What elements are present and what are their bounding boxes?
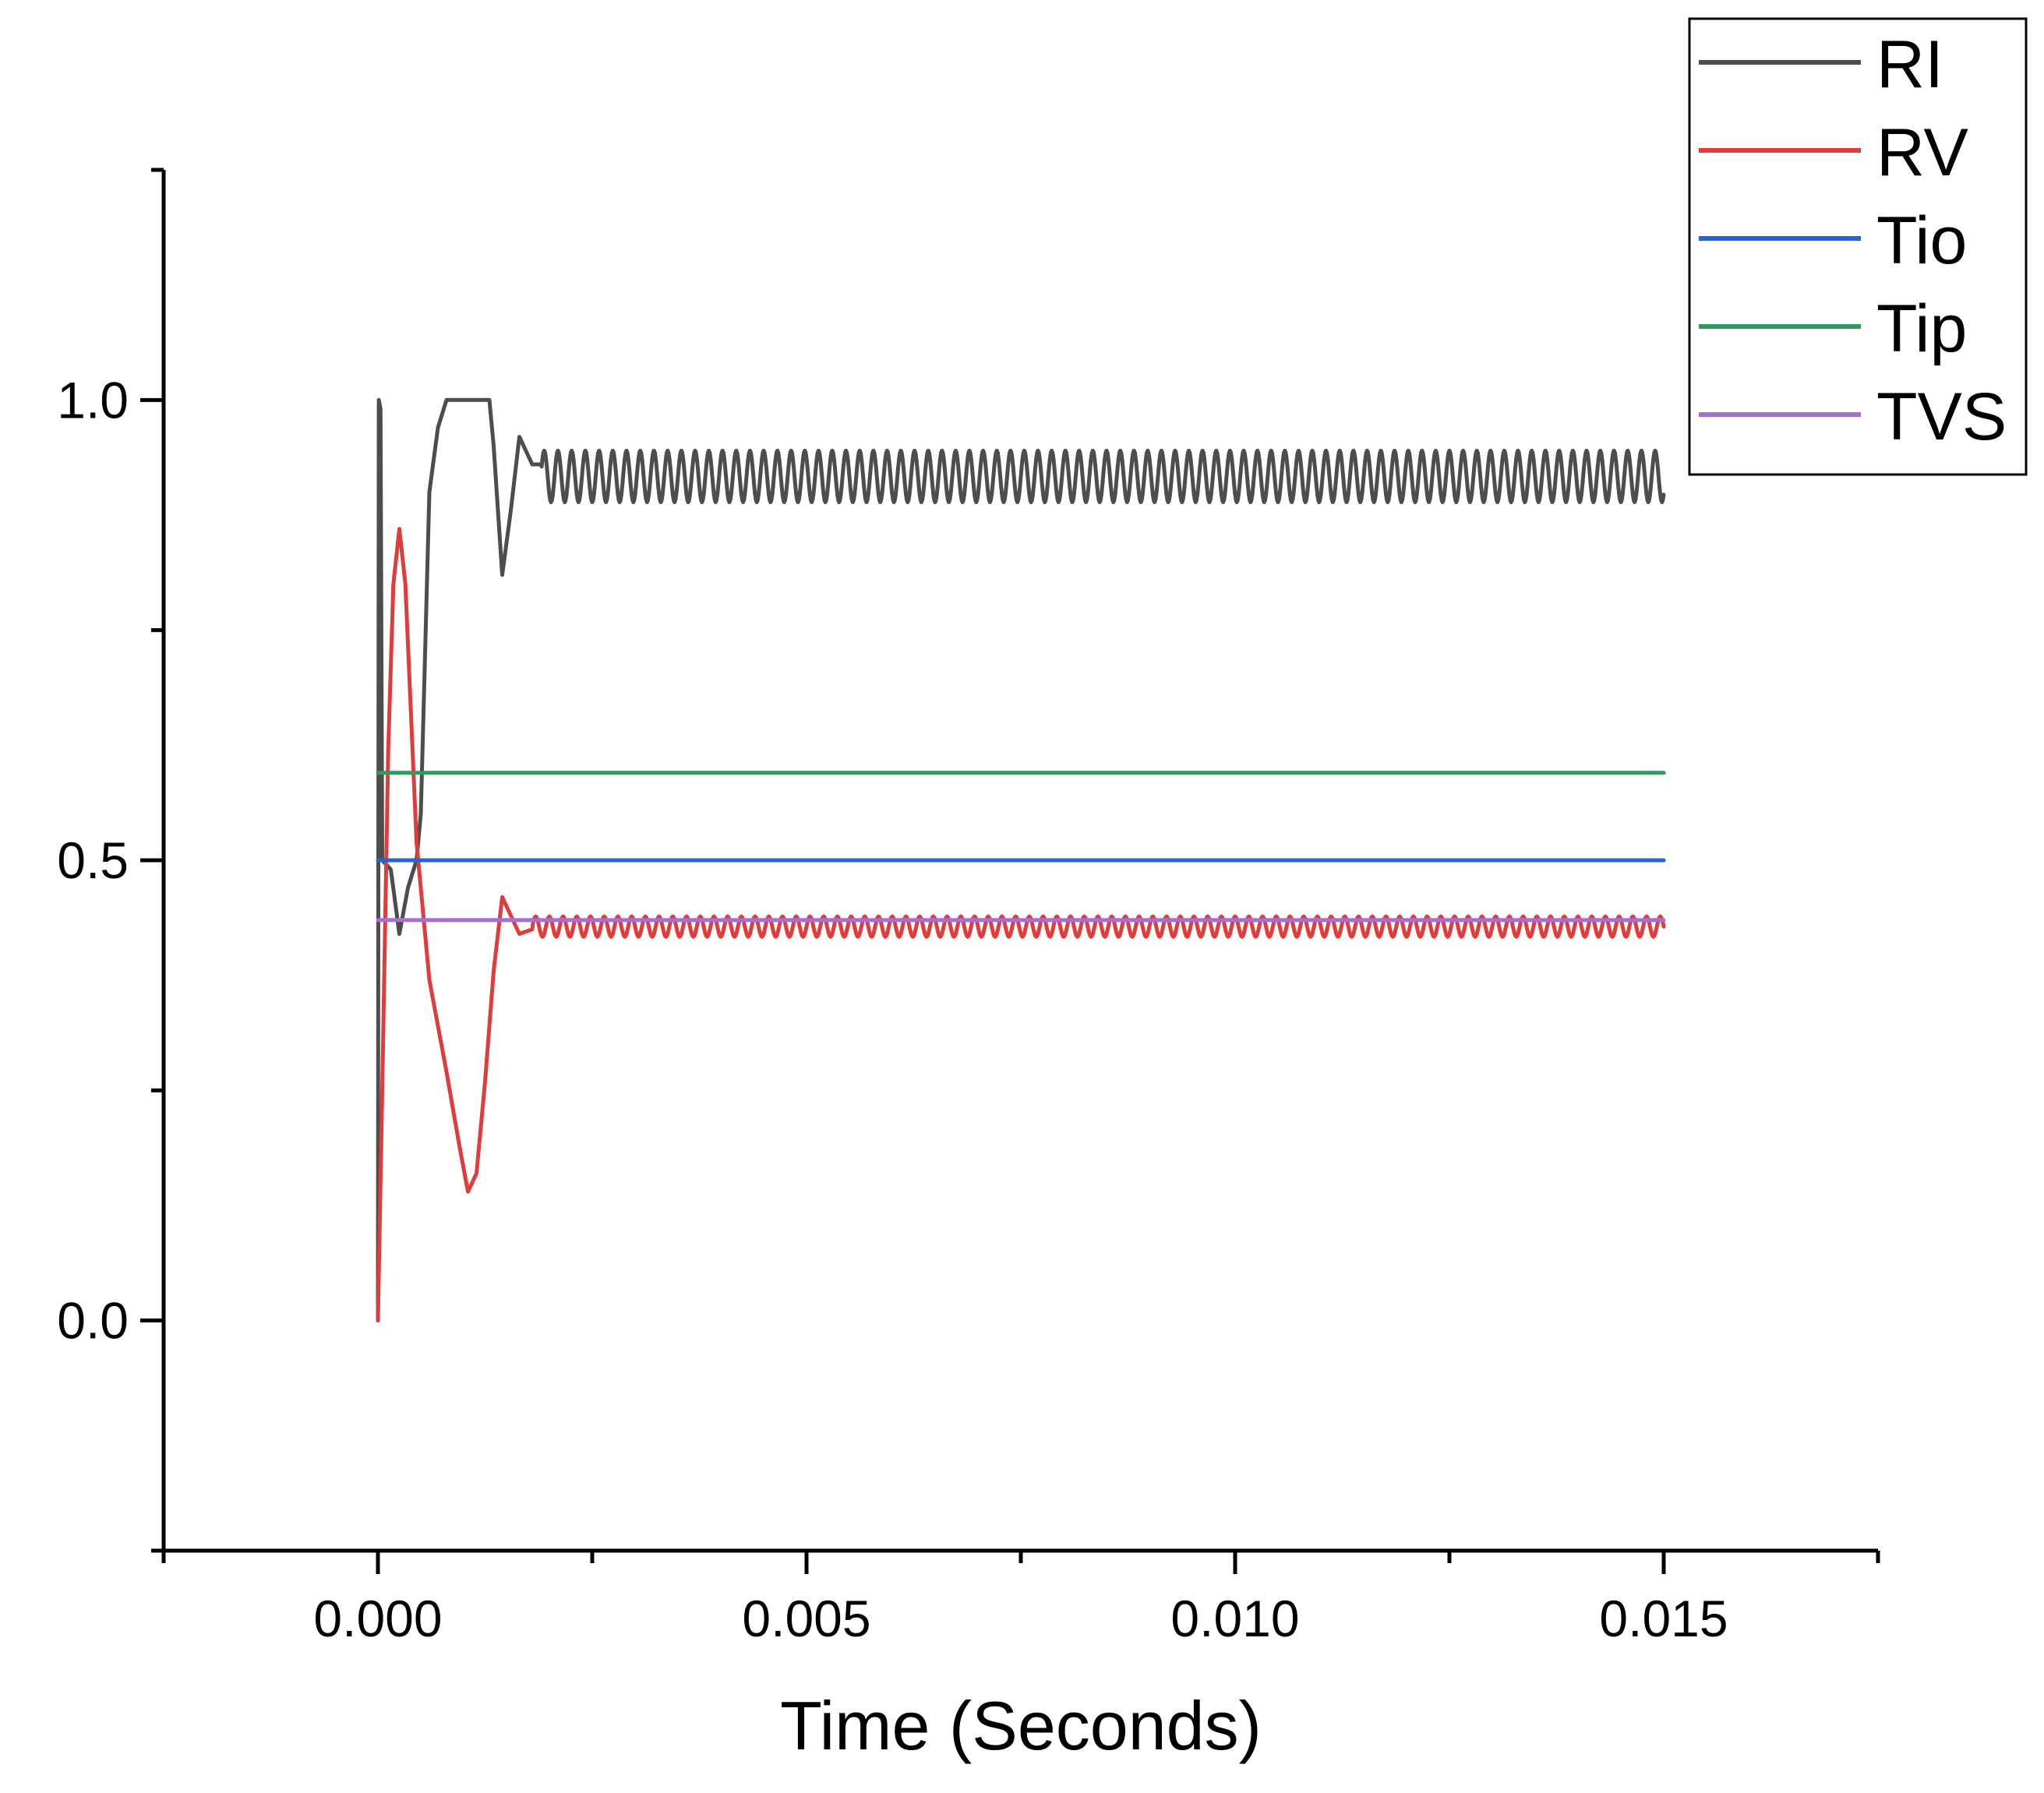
x-tick-label: 0.015 [1599,1590,1728,1647]
series-line-rv [376,527,1666,1323]
axes: 0.000 0.005 0.010 0.015 0.0 0.5 1.0 [57,168,1880,1647]
y-tick-label: 0.0 [57,1292,129,1350]
x-tick-label: 0.010 [1170,1590,1299,1647]
legend-label-tip: Tip [1876,291,1967,366]
legend: RI RV Tio Tip TVS [1688,17,2028,476]
legend-label-rv: RV [1876,115,1968,190]
legend-box [1688,17,2028,476]
legend-label-tio: Tio [1876,203,1967,278]
series-line-ri [376,397,1666,1323]
plot-lines [376,397,1666,1323]
y-tick-label: 0.5 [57,831,129,889]
x-tick-label: 0.000 [313,1590,442,1647]
legend-label-ri: RI [1876,27,1943,102]
x-axis-label: Time (Seconds) [780,1687,1262,1764]
legend-label-tvs: TVS [1876,379,2007,454]
y-tick-label: 1.0 [57,371,129,429]
x-tick-label: 0.005 [742,1590,870,1647]
